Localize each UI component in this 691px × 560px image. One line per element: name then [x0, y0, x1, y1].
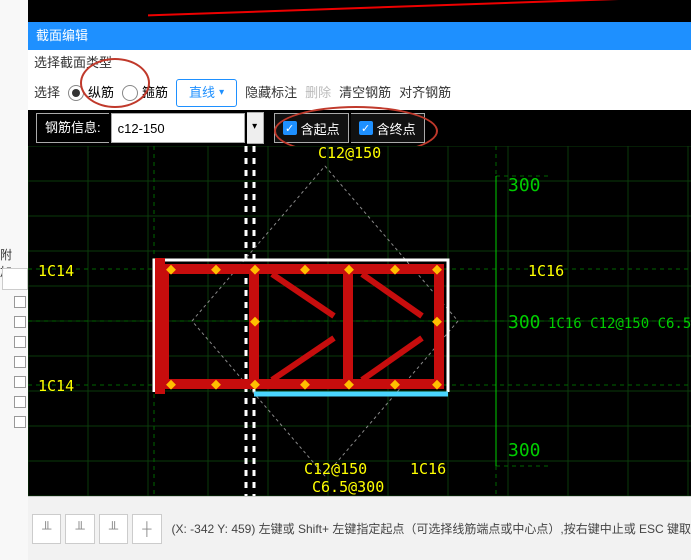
chevron-down-icon: ▾ — [219, 76, 224, 110]
rebar-info-label: 钢筋信息: — [36, 113, 109, 143]
left-chk[interactable] — [14, 336, 26, 348]
left-chk[interactable] — [14, 316, 26, 328]
left-chk[interactable] — [14, 376, 26, 388]
left-panel-strip: 附加 — [0, 0, 29, 560]
snap-button-2[interactable]: ╨ — [65, 514, 94, 544]
snap-button-3[interactable]: ╨ — [99, 514, 128, 544]
svg-text:C12@150: C12@150 — [304, 460, 367, 478]
svg-text:1C16 C12@150 C6.5@: 1C16 C12@150 C6.5@ — [548, 316, 691, 332]
line-mode-label: 直线 — [189, 76, 215, 110]
line-mode-button[interactable]: 直线 ▾ — [176, 79, 237, 107]
svg-text:1C14: 1C14 — [38, 377, 74, 395]
rebar-cage — [160, 258, 439, 394]
toolbar-row: 选择 纵筋 箍筋 直线 ▾ 隐藏标注 删除 清空钢筋 对齐钢筋 — [28, 76, 691, 110]
check-icon: ✓ — [359, 121, 373, 135]
radio-gujin-label: 箍筋 — [142, 76, 168, 110]
include-end-checkbox[interactable]: ✓ 含终点 — [351, 113, 425, 143]
rebar-dropdown-button[interactable]: ▾ — [247, 112, 264, 144]
svg-text:C6.5@300: C6.5@300 — [312, 478, 384, 496]
svg-text:300: 300 — [508, 312, 541, 333]
radio-zongjin[interactable]: 纵筋 — [68, 76, 114, 110]
bg-red-line — [148, 0, 631, 16]
cad-canvas[interactable]: 300 300 300 1C14 1C14 1C16 1C16 C12@150 … — [28, 146, 691, 496]
left-row — [2, 268, 28, 290]
snap-button-4[interactable]: ┼ — [132, 514, 161, 544]
clear-rebar-button[interactable]: 清空钢筋 — [339, 76, 391, 110]
status-coord: (X: -342 Y: 459) 左键或 Shift+ 左键指定起点（可选择线筋… — [172, 520, 691, 537]
left-chk[interactable] — [14, 296, 26, 308]
check-icon: ✓ — [283, 121, 297, 135]
hide-annot-button[interactable]: 隐藏标注 — [245, 76, 297, 110]
radio-dot-icon — [68, 85, 84, 101]
left-chk[interactable] — [14, 416, 26, 428]
include-start-checkbox[interactable]: ✓ 含起点 — [274, 113, 349, 143]
status-bar: ╨ ╨ ╨ ┼ (X: -342 Y: 459) 左键或 Shift+ 左键指定… — [28, 496, 691, 560]
rebar-points — [166, 265, 442, 390]
dialog-title: 截面编辑 — [28, 22, 691, 50]
svg-text:C12@150: C12@150 — [318, 146, 381, 162]
svg-text:1C16: 1C16 — [528, 262, 564, 280]
svg-text:1C16: 1C16 — [410, 460, 446, 478]
left-chk[interactable] — [14, 356, 26, 368]
svg-text:300: 300 — [508, 440, 541, 461]
include-start-label: 含起点 — [301, 119, 340, 138]
radio-zongjin-label: 纵筋 — [88, 76, 114, 110]
background-strip — [28, 0, 691, 22]
svg-text:1C14: 1C14 — [38, 262, 74, 280]
left-chk[interactable] — [14, 396, 26, 408]
section-type-label: 选择截面类型 — [28, 50, 691, 76]
snap-button-1[interactable]: ╨ — [32, 514, 61, 544]
svg-text:300: 300 — [508, 175, 541, 196]
select-label: 选择 — [34, 76, 60, 110]
rebar-info-row: 钢筋信息: ▾ ✓ 含起点 ✓ 含终点 — [28, 110, 691, 146]
rebar-info-input[interactable] — [111, 113, 245, 143]
include-end-label: 含终点 — [377, 119, 416, 138]
radio-gujin[interactable]: 箍筋 — [122, 76, 168, 110]
align-rebar-button[interactable]: 对齐钢筋 — [399, 76, 451, 110]
section-outline — [154, 260, 448, 392]
radio-dot-icon — [122, 85, 138, 101]
delete-button[interactable]: 删除 — [305, 76, 331, 110]
cad-svg: 300 300 300 1C14 1C14 1C16 1C16 C12@150 … — [28, 146, 691, 496]
